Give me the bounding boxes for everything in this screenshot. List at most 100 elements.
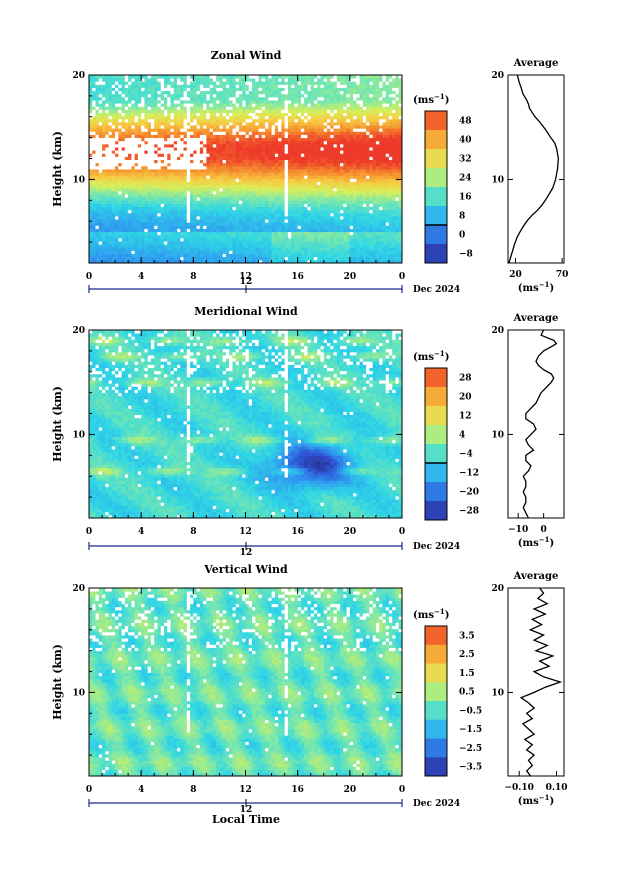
zonal-cell xyxy=(369,259,374,263)
zonal-cell xyxy=(320,165,325,170)
zonal-cell xyxy=(108,172,113,176)
zonal-cell xyxy=(163,203,168,207)
zonal-cell xyxy=(310,197,315,201)
zonal-cell xyxy=(281,216,286,220)
zonal-cell xyxy=(340,244,344,248)
zonal-cell xyxy=(313,115,318,120)
zonal-cell xyxy=(274,122,279,126)
zonal-cell xyxy=(98,162,103,167)
zonal-cell xyxy=(212,143,217,148)
zonal-cell xyxy=(157,140,162,145)
zonal-cell xyxy=(291,112,295,117)
zonal-cell xyxy=(372,256,377,261)
zonal-cell xyxy=(137,256,142,261)
zonal-cell xyxy=(141,106,145,110)
zonal-cell xyxy=(212,259,217,263)
zonal-cell xyxy=(248,244,253,248)
zonal-cell xyxy=(375,187,380,192)
zonal-cell xyxy=(278,237,282,242)
zonal-cell xyxy=(206,244,211,248)
zonal-cell xyxy=(102,175,106,179)
zonal-cell xyxy=(343,128,347,132)
zonal-cell xyxy=(141,237,145,242)
zonal-cell xyxy=(248,216,253,220)
zonal-cell xyxy=(330,150,334,154)
zonal-cell xyxy=(313,190,318,195)
zonal-cell xyxy=(216,234,220,239)
zonal-cell xyxy=(137,140,142,145)
zonal-cell xyxy=(190,150,194,154)
zonal-cell xyxy=(349,109,354,113)
zonal-cell xyxy=(229,143,233,148)
zonal-cell xyxy=(268,103,272,107)
zonal-cell xyxy=(115,212,119,217)
zonal-cell xyxy=(281,162,286,167)
zonal-cell xyxy=(287,200,292,204)
zonal-cell xyxy=(359,140,364,145)
zonal-cell xyxy=(278,112,282,117)
zonal-cell xyxy=(108,125,113,129)
zonal-cell xyxy=(173,118,178,123)
zonal-cell xyxy=(108,244,113,248)
zonal-cell xyxy=(261,159,266,164)
zonal-cell xyxy=(216,159,220,164)
zonal-cell xyxy=(206,153,211,157)
zonal-cell xyxy=(304,184,308,189)
zonal-cell xyxy=(379,169,383,173)
zonal-cell xyxy=(89,175,93,179)
zonal-cell xyxy=(219,147,224,151)
zonal-cell xyxy=(89,115,93,120)
zonal-cell xyxy=(98,222,103,226)
zonal-cell xyxy=(137,153,142,157)
zonal-cell xyxy=(313,159,318,164)
zonal-cell xyxy=(300,194,305,198)
zonal-cell xyxy=(238,200,243,204)
zonal-cell xyxy=(369,153,374,157)
zonal-cell xyxy=(313,147,318,151)
zonal-cell xyxy=(258,247,263,251)
zonal-cell xyxy=(235,103,240,107)
zonal-cell xyxy=(177,253,181,258)
zonal-cell xyxy=(173,172,178,176)
zonal-cell xyxy=(255,259,259,263)
zonal-cell xyxy=(395,256,400,261)
zonal-cell xyxy=(304,231,308,236)
zonal-cell xyxy=(238,115,243,120)
zonal-cell xyxy=(121,150,126,154)
zonal-cell xyxy=(124,169,129,173)
zonal-cell xyxy=(362,216,367,220)
zonal-cell xyxy=(111,165,116,170)
zonal-cell xyxy=(242,159,246,164)
zonal-cell xyxy=(258,147,263,151)
zonal-cell xyxy=(366,244,370,248)
zonal-cell xyxy=(320,159,325,164)
zonal-cell xyxy=(183,222,188,226)
zonal-cell xyxy=(330,231,334,236)
zonal-cell xyxy=(170,187,175,192)
zonal-cell xyxy=(287,250,292,254)
zonal-cell xyxy=(190,147,194,151)
zonal-cell xyxy=(398,212,402,217)
zonal-cell xyxy=(92,175,96,179)
zonal-cell xyxy=(141,115,145,120)
zonal-cell xyxy=(121,140,126,145)
zonal-cell xyxy=(245,118,250,123)
zonal-cell xyxy=(333,175,338,179)
zonal-cell xyxy=(193,187,197,192)
zonal-cell xyxy=(362,184,367,189)
zonal-cell xyxy=(173,181,178,186)
zonal-cell xyxy=(362,209,367,214)
zonal-cell xyxy=(206,187,211,192)
zonal-cell xyxy=(212,250,217,254)
zonal-cell xyxy=(134,234,139,239)
zonal-cell xyxy=(248,219,253,223)
zonal-cell xyxy=(317,259,321,263)
zonal-cell xyxy=(229,253,233,258)
zonal-cell xyxy=(225,194,230,198)
zonal-cell xyxy=(353,241,357,245)
zonal-cell xyxy=(147,137,152,142)
zonal-cell xyxy=(102,259,106,263)
zonal-cell xyxy=(271,187,276,192)
zonal-cell xyxy=(131,253,136,258)
